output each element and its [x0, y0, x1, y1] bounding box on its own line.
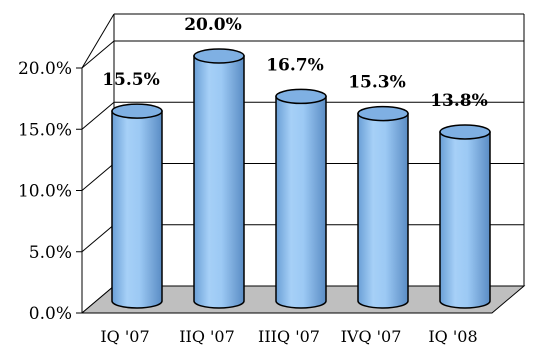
y-tick-label: 5.0%: [29, 243, 72, 263]
data-label: 15.3%: [348, 73, 406, 93]
bar: [357, 105, 409, 309]
bar-body: [193, 55, 245, 309]
data-label: 16.7%: [266, 55, 324, 75]
y-tick-label: 20.0%: [18, 59, 72, 79]
bar: [439, 124, 491, 309]
bar-top: [357, 105, 409, 122]
bars: [111, 48, 491, 309]
side-gridline: [81, 101, 115, 130]
bar: [193, 48, 245, 309]
bar-top: [275, 88, 327, 105]
side-gridline: [81, 163, 115, 191]
bar: [275, 88, 327, 309]
x-tick-label: IIQ '07: [179, 327, 235, 346]
bar-top: [193, 48, 245, 64]
data-labels: 15.5% 20.0% 16.7% 15.3% 13.8%: [102, 15, 488, 111]
x-tick-label: IIIQ '07: [258, 327, 320, 346]
bar: [111, 103, 163, 309]
x-axis-labels: IQ '07 IIQ '07 IIIQ '07 IVQ '07 IQ '08: [100, 327, 477, 346]
side-wall-top-edge: [81, 13, 115, 69]
x-tick-label: IQ '08: [428, 327, 477, 346]
bar-body: [357, 112, 409, 309]
side-gridline: [81, 40, 115, 69]
bar-top: [111, 103, 163, 119]
data-label: 13.8%: [430, 91, 488, 111]
bar-top: [439, 124, 491, 140]
data-label: 15.5%: [102, 70, 160, 90]
y-tick-label: 15.0%: [18, 120, 72, 140]
y-tick-label: 0.0%: [29, 304, 72, 324]
x-tick-label: IQ '07: [100, 327, 149, 346]
bar-body: [111, 110, 163, 309]
data-label: 20.0%: [184, 15, 242, 35]
y-tick-label: 10.0%: [18, 182, 72, 202]
x-tick-label: IVQ '07: [341, 327, 402, 346]
side-gridline: [81, 224, 115, 253]
bar-body: [275, 95, 327, 309]
bar-body: [439, 131, 491, 309]
y-axis-ticks: 0.0% 5.0% 10.0% 15.0% 20.0%: [18, 59, 72, 324]
